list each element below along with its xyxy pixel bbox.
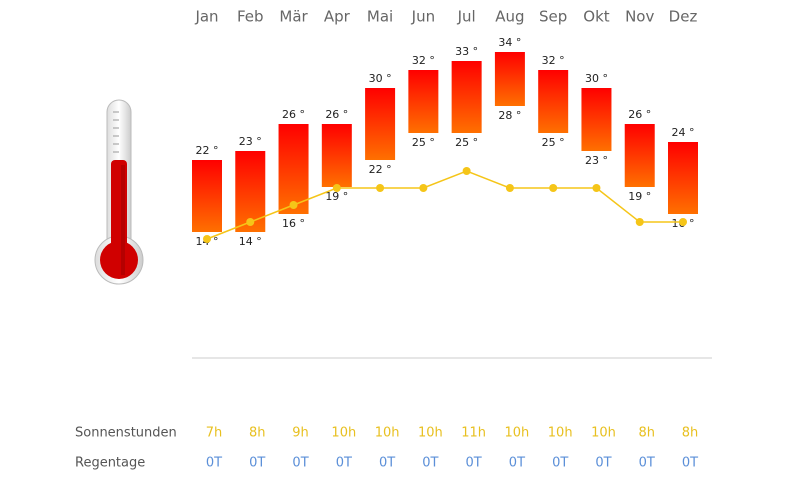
sun-cell: 10h <box>418 426 443 441</box>
rain-cell: 0T <box>552 456 568 471</box>
sun-cell: 10h <box>591 426 616 441</box>
max-label: 32 ° <box>412 54 435 67</box>
rain-cell: 0T <box>509 456 525 471</box>
row-label: Regentage <box>75 456 145 471</box>
max-label: 30 ° <box>585 72 608 85</box>
sun-cell: 9h <box>292 426 309 441</box>
rain-cell: 0T <box>466 456 482 471</box>
temp-bar <box>581 88 612 151</box>
sun-point <box>679 218 687 226</box>
max-label: 34 ° <box>498 36 521 49</box>
month-label: Jul <box>457 8 476 26</box>
temp-bar <box>494 52 525 106</box>
month-label: Jan <box>194 8 218 26</box>
rain-cell: 0T <box>206 456 222 471</box>
min-label: 25 ° <box>542 136 565 149</box>
temp-bar <box>538 70 569 133</box>
month-label: Okt <box>583 8 609 26</box>
rain-cell: 0T <box>379 456 395 471</box>
month-label: Feb <box>237 8 264 26</box>
min-label: 25 ° <box>412 136 435 149</box>
month-label: Nov <box>625 8 654 26</box>
temp-bar <box>192 160 222 232</box>
temp-bar <box>668 142 698 214</box>
temp-bar <box>408 70 439 133</box>
min-label: 22 ° <box>369 163 392 176</box>
max-label: 32 ° <box>542 54 565 67</box>
month-label: Mai <box>367 8 393 26</box>
max-label: 26 ° <box>628 108 651 121</box>
sun-point <box>505 184 514 192</box>
temp-bar <box>278 124 309 214</box>
rain-cell: 0T <box>249 456 265 471</box>
temp-bar <box>624 124 655 187</box>
min-label: 14 ° <box>239 235 262 248</box>
sun-point <box>332 184 341 192</box>
temp-bar <box>451 61 482 133</box>
min-label: 16 ° <box>282 217 305 230</box>
sun-point <box>462 167 471 175</box>
max-label: 26 ° <box>282 108 305 121</box>
month-label: Dez <box>669 8 698 26</box>
rain-cell: 0T <box>336 456 352 471</box>
thermometer <box>94 99 144 285</box>
month-label: Aug <box>495 8 524 26</box>
temp-bar <box>365 88 396 160</box>
sun-cell: 8h <box>682 426 699 441</box>
max-label: 33 ° <box>455 45 478 58</box>
sun-point <box>246 218 255 226</box>
sun-point <box>592 184 601 192</box>
sun-line <box>206 170 683 240</box>
sun-cell: 11h <box>461 426 486 441</box>
min-label: 23 ° <box>585 154 608 167</box>
sun-point <box>376 184 385 192</box>
sun-cell: 8h <box>249 426 266 441</box>
month-label: Sep <box>539 8 567 26</box>
min-label: 28 ° <box>498 109 521 122</box>
sun-cell: 7h <box>206 426 223 441</box>
month-label: Jun <box>411 8 435 26</box>
sun-cell: 8h <box>638 426 655 441</box>
sun-cell: 10h <box>505 426 530 441</box>
rain-cell: 0T <box>682 456 698 471</box>
max-label: 30 ° <box>369 72 392 85</box>
sun-point <box>549 184 558 192</box>
max-label: 22 ° <box>196 144 219 157</box>
sun-point <box>419 184 428 192</box>
sun-point <box>289 201 298 209</box>
min-label: 25 ° <box>455 136 478 149</box>
max-label: 24 ° <box>672 126 695 139</box>
max-label: 23 ° <box>239 135 262 148</box>
month-label: Mär <box>279 8 308 26</box>
temp-bar <box>321 124 352 187</box>
max-label: 26 ° <box>325 108 348 121</box>
sun-point <box>203 235 211 243</box>
rain-cell: 0T <box>292 456 308 471</box>
rain-cell: 0T <box>422 456 438 471</box>
sun-point <box>635 218 644 226</box>
sun-cell: 10h <box>331 426 356 441</box>
row-label: Sonnenstunden <box>75 426 177 441</box>
min-label: 19 ° <box>628 190 651 203</box>
sun-cell: 10h <box>548 426 573 441</box>
rain-cell: 0T <box>595 456 611 471</box>
min-label: 19 ° <box>325 190 348 203</box>
sun-cell: 10h <box>375 426 400 441</box>
month-label: Apr <box>324 8 351 26</box>
rain-cell: 0T <box>639 456 655 471</box>
